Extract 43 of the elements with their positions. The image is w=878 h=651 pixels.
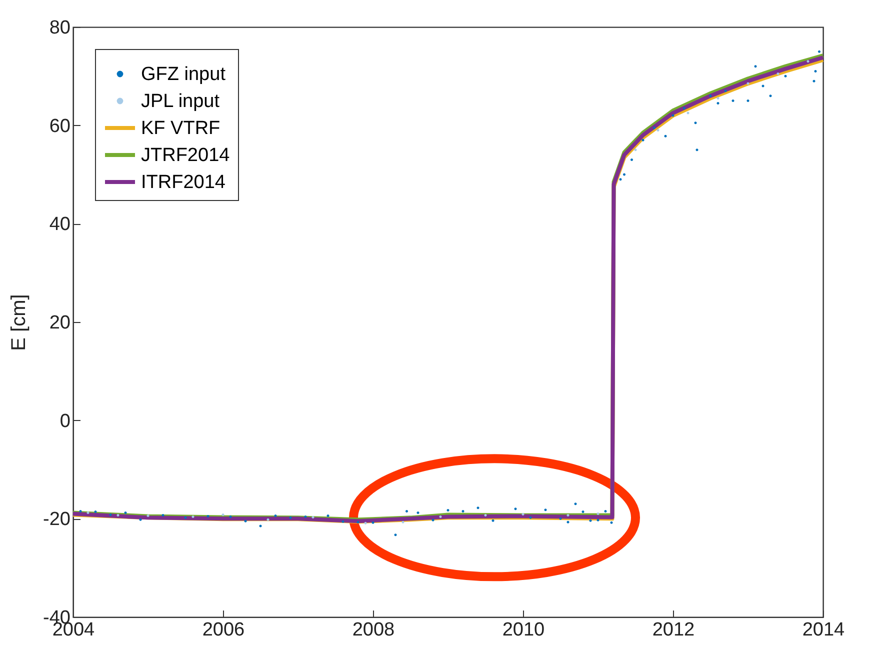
point	[589, 519, 592, 522]
y-tick-label: 60	[49, 116, 70, 137]
y-tick-label: 40	[49, 214, 70, 236]
x-tick-label: 2012	[652, 620, 695, 640]
point	[596, 518, 600, 522]
point	[476, 506, 480, 510]
y-tick-label: 20	[49, 312, 70, 334]
x-tick-label: 2006	[202, 620, 245, 640]
point	[784, 74, 787, 78]
x-tick-label: 2014	[802, 620, 846, 640]
legend-label: JPL input	[141, 91, 220, 112]
point	[754, 65, 757, 68]
y-axis-title: E [cm]	[8, 294, 30, 351]
y-tick-label: -20	[43, 509, 70, 530]
legend-label: JTRF2014	[141, 145, 230, 166]
x-tick-label: 2010	[502, 620, 545, 640]
point	[289, 516, 292, 519]
point	[544, 508, 547, 512]
point	[394, 534, 397, 536]
y-tick-label: 80	[49, 18, 70, 38]
point	[664, 134, 667, 138]
point	[342, 520, 344, 523]
legend-label: KF VTRF	[141, 118, 220, 139]
point	[244, 520, 247, 522]
legend-label: GFZ input	[141, 64, 226, 85]
point	[312, 516, 314, 518]
legend-label: ITRF2014	[141, 172, 226, 193]
point	[529, 516, 532, 519]
point	[559, 517, 562, 520]
point	[432, 518, 434, 522]
point	[694, 122, 697, 124]
point	[492, 519, 494, 522]
point	[514, 508, 517, 510]
point	[184, 516, 187, 519]
point	[709, 94, 712, 98]
x-tick-label: 2008	[352, 620, 395, 640]
point	[566, 520, 570, 524]
point	[769, 94, 772, 98]
point	[402, 520, 404, 524]
point	[266, 518, 270, 521]
point	[139, 518, 142, 521]
point	[356, 520, 360, 524]
y-tick-label: 0	[60, 410, 70, 432]
